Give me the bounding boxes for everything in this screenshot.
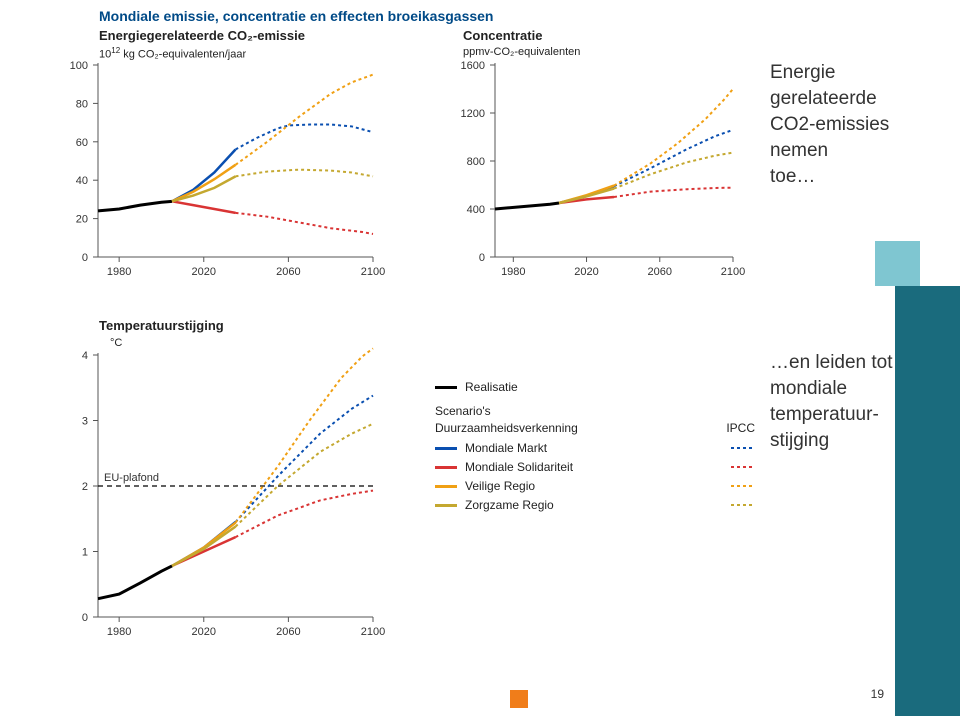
svg-text:0: 0	[479, 252, 485, 264]
legend-label: Zorgzame Regio	[465, 498, 554, 512]
annotation-2-l1: …en leiden tot	[770, 350, 893, 376]
svg-text:2100: 2100	[361, 266, 385, 278]
svg-text:2060: 2060	[276, 266, 300, 278]
legend-swatch	[435, 485, 457, 488]
svg-text:1600: 1600	[461, 60, 485, 72]
svg-text:80: 80	[76, 98, 88, 110]
svg-text:2060: 2060	[276, 626, 300, 638]
annotation-1: Energie gerelateerde CO2-emissies nemen …	[770, 60, 889, 190]
annotation-2-l3: temperatuur-	[770, 402, 893, 428]
chart2-title: Concentratie	[463, 28, 542, 43]
decor-teal-bar	[895, 286, 960, 716]
annotation-1-l5: toe…	[770, 164, 889, 190]
annotation-1-l4: nemen	[770, 138, 889, 164]
decor-teal-light	[875, 241, 920, 286]
legend-scenarios: Scenario's	[435, 404, 755, 418]
annotation-2-l2: mondiale	[770, 376, 893, 402]
legend-ipcc: IPCC	[726, 421, 755, 435]
svg-text:0: 0	[82, 252, 88, 264]
svg-text:40: 40	[76, 175, 88, 187]
svg-text:2: 2	[82, 481, 88, 493]
chart1-title: Energiegerelateerde CO₂-emissie	[99, 28, 305, 43]
legend-ipcc-swatch	[731, 484, 755, 488]
svg-text:2020: 2020	[192, 626, 216, 638]
annotation-1-l3: CO2-emissies	[770, 112, 889, 138]
svg-text:2020: 2020	[192, 266, 216, 278]
svg-text:60: 60	[76, 137, 88, 149]
svg-text:800: 800	[467, 156, 485, 168]
annotation-2-l4: stijging	[770, 428, 893, 454]
legend-row: Veilige Regio	[435, 479, 755, 493]
svg-text:2100: 2100	[721, 266, 745, 278]
legend-ipcc-swatch	[731, 446, 755, 450]
decor-orange-square	[510, 690, 528, 708]
svg-text:2100: 2100	[361, 626, 385, 638]
chart3-svg: 0 1 2 3 4 1980 2020 2060 2100 EU-plafond	[33, 345, 383, 645]
chart1-svg: 0 20 40 60 80 100 1980 2020 2060 2100	[33, 55, 383, 285]
svg-text:20: 20	[76, 214, 88, 226]
legend-row: Mondiale Markt	[435, 441, 755, 455]
svg-text:3: 3	[82, 416, 88, 428]
legend-swatch	[435, 466, 457, 469]
legend-label: Veilige Regio	[465, 479, 535, 493]
chart2-svg: 0 400 800 1200 1600 1980 2020 2060 2100	[430, 55, 743, 285]
page-number: 19	[871, 687, 884, 701]
svg-text:2020: 2020	[574, 266, 598, 278]
legend-realisatie: Realisatie	[465, 380, 518, 394]
svg-text:EU-plafond: EU-plafond	[104, 472, 159, 484]
svg-text:2060: 2060	[648, 266, 672, 278]
legend-row: Zorgzame Regio	[435, 498, 755, 512]
svg-text:400: 400	[467, 204, 485, 216]
annotation-2: …en leiden tot mondiale temperatuur- sti…	[770, 350, 893, 454]
annotation-1-l2: gerelateerde	[770, 86, 889, 112]
main-title: Mondiale emissie, concentratie en effect…	[99, 8, 493, 24]
chart3-title: Temperatuurstijging	[99, 318, 224, 333]
legend-ipcc-swatch	[731, 465, 755, 469]
legend-row: Mondiale Solidariteit	[435, 460, 755, 474]
legend-label: Mondiale Solidariteit	[465, 460, 573, 474]
legend-swatch	[435, 504, 457, 507]
legend-label: Mondiale Markt	[465, 441, 547, 455]
svg-text:1980: 1980	[107, 626, 131, 638]
svg-text:0: 0	[82, 612, 88, 624]
svg-text:1980: 1980	[501, 266, 525, 278]
annotation-1-l1: Energie	[770, 60, 889, 86]
svg-text:1980: 1980	[107, 266, 131, 278]
legend-realisatie-swatch	[435, 386, 457, 389]
legend: Realisatie Scenario's Duurzaamheidsverke…	[435, 380, 755, 517]
svg-text:4: 4	[82, 350, 88, 362]
legend-duurzaam: Duurzaamheidsverkenning	[435, 421, 578, 435]
svg-text:1: 1	[82, 547, 88, 559]
svg-text:1200: 1200	[461, 108, 485, 120]
legend-ipcc-swatch	[731, 503, 755, 507]
legend-swatch	[435, 447, 457, 450]
svg-text:100: 100	[70, 60, 88, 72]
